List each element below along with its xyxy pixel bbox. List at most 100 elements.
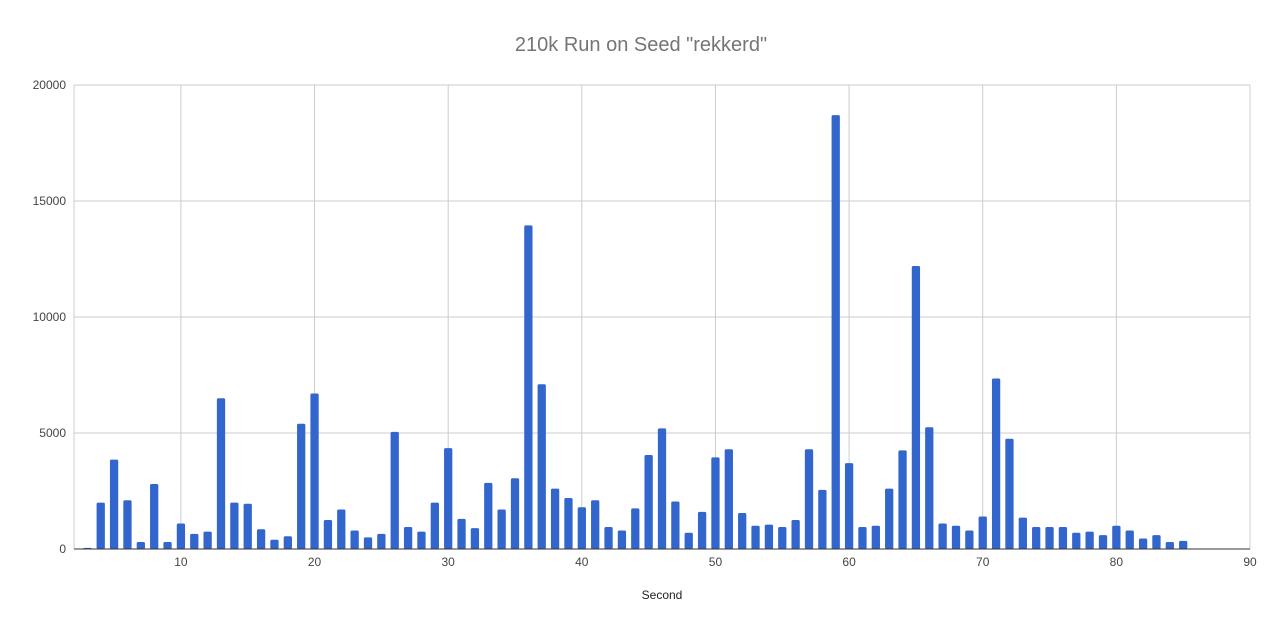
x-tick-label: 50 [709,555,723,569]
bar [885,488,894,549]
bar [1112,525,1121,549]
x-axis-label: Second [642,588,683,602]
bar [604,526,613,549]
bar [644,455,653,549]
bar [564,497,573,549]
x-tick-label: 10 [174,555,188,569]
x-tick-label: 90 [1243,555,1257,569]
bar [858,526,867,549]
bar [377,533,386,549]
bar [684,532,693,549]
bar [470,528,480,549]
bar [724,449,733,549]
bar [430,502,439,549]
bar [671,501,680,549]
bar [764,524,774,549]
bar [697,511,707,549]
bar [190,533,199,549]
bar [951,525,961,549]
x-axis-tick-labels: 10 20 30 40 50 60 70 80 90 [174,555,1257,569]
bar [510,478,520,549]
y-tick-label: 0 [59,542,66,556]
bar [925,427,934,549]
bar [1179,540,1188,549]
bar [978,516,987,549]
bar [176,523,186,549]
bar [524,225,533,550]
bar [123,500,132,549]
bar [1165,542,1174,549]
bar [484,482,493,549]
bar [711,457,720,549]
x-tick-label: 70 [976,555,990,569]
bar [1072,532,1081,549]
bar [804,449,814,549]
bar [403,526,413,549]
x-tick-label: 30 [442,555,456,569]
bars [83,115,1188,550]
bar [911,265,921,549]
chart-title: 210k Run on Seed "rekkerd" [515,34,767,56]
bar [297,423,306,549]
bar [444,448,453,549]
bar [1085,531,1094,549]
bar [109,459,119,549]
bar [150,484,159,549]
bar [417,531,426,549]
bar [657,428,667,549]
bar [203,531,212,549]
bar [457,518,466,549]
bar [497,509,506,549]
bar [363,537,373,549]
bar [591,500,600,549]
bar [1045,526,1054,549]
x-tick-label: 60 [842,555,856,569]
bar [243,503,252,549]
bar [256,529,266,549]
bar [1138,538,1148,549]
y-tick-label: 5000 [39,426,66,440]
bar [163,542,172,549]
bar [230,502,239,549]
bar [1032,526,1041,549]
bar [577,507,586,549]
bar [898,450,907,549]
bar [778,526,787,549]
bar [283,536,292,549]
y-tick-label: 20000 [33,78,67,92]
bar [310,393,319,549]
y-tick-label: 15000 [33,194,67,208]
bar [965,530,974,549]
bar [323,520,333,549]
bar [818,489,827,549]
bar [1125,530,1134,549]
x-tick-label: 40 [575,555,589,569]
bar [216,398,226,549]
bar [938,523,947,549]
bar [270,539,279,549]
bar [738,513,747,549]
bar [791,520,800,549]
bar [844,463,854,549]
y-tick-label: 10000 [33,310,67,324]
bar [1005,438,1014,549]
y-axis-tick-labels: 0 5000 10000 15000 20000 [33,78,67,556]
bar [1098,535,1108,549]
bar [751,525,760,549]
bar [831,115,840,549]
bar [337,509,346,549]
x-tick-label: 80 [1110,555,1124,569]
bar [550,488,560,549]
bar [1152,535,1161,549]
x-tick-label: 20 [308,555,322,569]
bar [631,508,640,549]
grid-lines [73,84,1251,549]
bar [871,525,880,549]
bar [390,431,399,549]
bar [96,502,105,549]
bar [136,542,145,549]
bar [537,384,546,549]
bar [1058,526,1068,549]
